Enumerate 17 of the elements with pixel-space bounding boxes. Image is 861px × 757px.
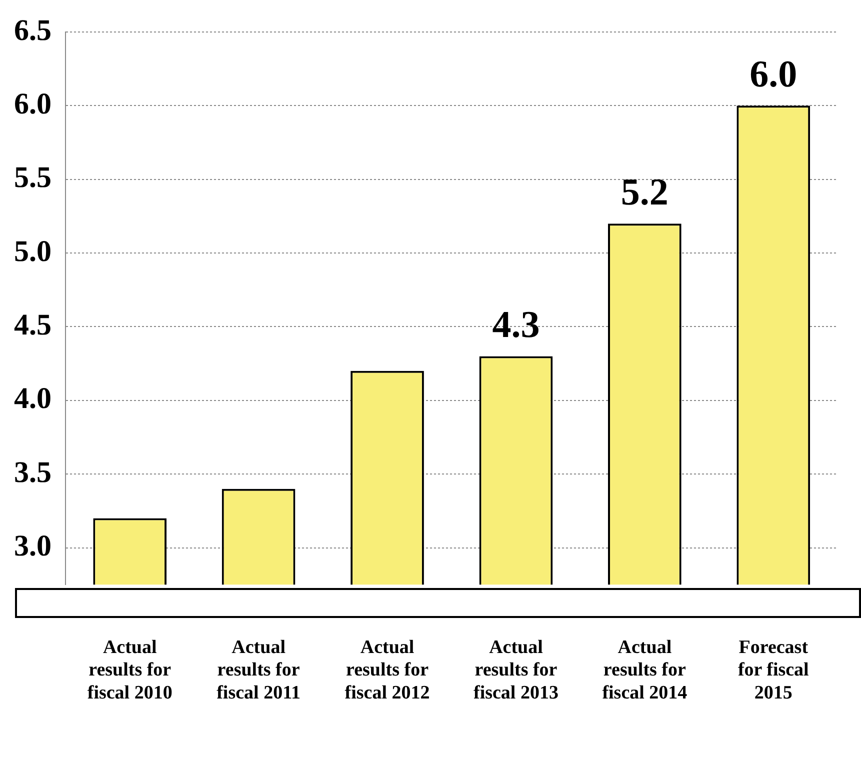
data-label: 4.3: [492, 304, 540, 346]
y-tick-label: 3.5: [14, 456, 52, 489]
x-tick-label: Forecast for fiscal 2015: [738, 636, 809, 704]
x-tick-label: Actual results for fiscal 2014: [602, 636, 688, 704]
y-tick-label: 5.0: [14, 234, 52, 268]
data-label: 5.2: [620, 171, 668, 214]
y-tick-label: 4.5: [14, 308, 52, 342]
y-tick-label: 5.5: [14, 161, 52, 194]
x-tick-label: Actual results for fiscal 2012: [344, 636, 430, 704]
x-tick-label: Actual results for fiscal 2010: [87, 636, 172, 704]
x-tick-label: Actual results for fiscal 2013: [473, 636, 558, 704]
y-tick-label: 6.5: [14, 14, 52, 47]
data-label: 6.0: [750, 53, 798, 96]
x-tick-label: Actual results for fiscal 2011: [216, 636, 301, 704]
y-tick-label: 4.0: [14, 382, 52, 416]
y-tick-label: 6.0: [14, 87, 52, 120]
y-tick-label: 3.0: [14, 530, 52, 563]
